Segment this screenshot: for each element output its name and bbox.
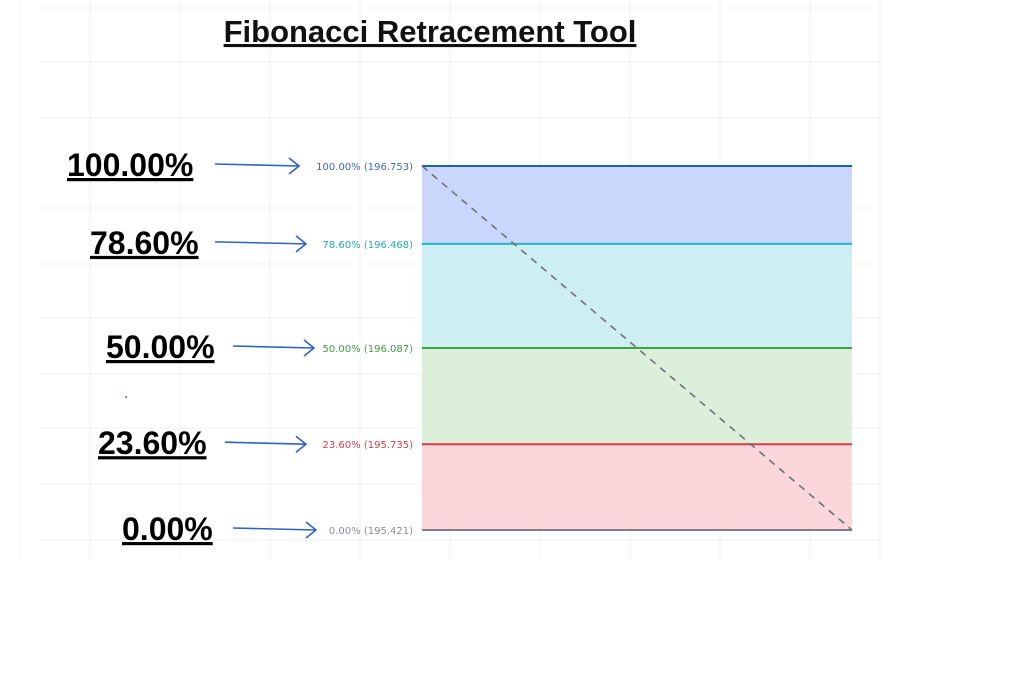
level-percent-label: 100.00% xyxy=(67,147,193,183)
level-arrow xyxy=(232,339,316,357)
level-price-label: 50.00% (196.087) xyxy=(323,344,414,355)
level-price-label: 0.00% (195.421) xyxy=(329,526,413,537)
level-lines xyxy=(422,165,852,531)
level-arrow xyxy=(224,435,308,453)
level-percent-label: 50.00% xyxy=(106,329,215,365)
level-band xyxy=(422,444,852,530)
level-percent-label: 0.00% xyxy=(122,511,213,547)
level-price-labels: 100.00% (196.753) 78.60% (196.468) 50.00% … xyxy=(316,162,413,537)
trend-line-group xyxy=(421,165,853,531)
level-bands xyxy=(422,166,852,530)
level-band xyxy=(422,348,852,445)
level-band xyxy=(422,166,852,244)
level-arrow xyxy=(214,157,301,175)
level-arrow xyxy=(214,235,308,253)
level-percent-label: 78.60% xyxy=(90,225,199,261)
level-band xyxy=(422,243,852,348)
level-percent-labels: 100.00% 78.60% 50.00% 23.60% 0.00% xyxy=(67,147,215,547)
level-arrows xyxy=(214,157,318,539)
trend-line xyxy=(421,165,853,531)
level-price-label: 100.00% (196.753) xyxy=(316,162,413,173)
level-price-label: 23.60% (195.735) xyxy=(323,440,414,451)
stray-dot xyxy=(125,396,127,398)
level-arrow xyxy=(232,521,318,539)
level-percent-label: 23.60% xyxy=(98,425,207,461)
chart-title: Fibonacci Retracement Tool xyxy=(224,14,637,49)
level-price-label: 78.60% (196.468) xyxy=(323,240,414,251)
